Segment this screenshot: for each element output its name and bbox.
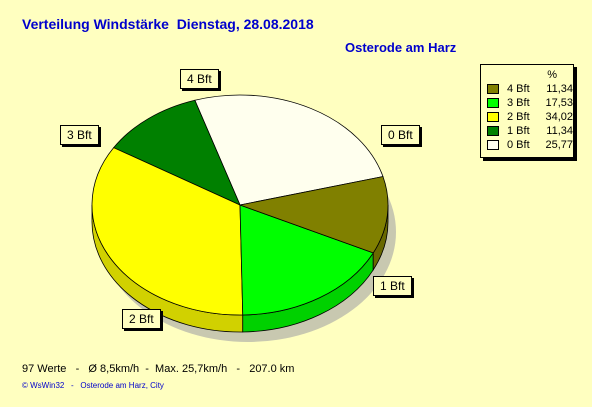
pie-slice-1-bft	[113, 99, 241, 206]
location-label: Osterode am Harz	[345, 40, 457, 55]
legend-item-name: 4 Bft	[507, 83, 530, 95]
legend: % 4 Bft 11,34 3 Bft 17,53 2 Bft 34,02 1 …	[480, 64, 574, 158]
legend-item-1-bft: 1 Bft 11,34	[487, 125, 573, 137]
slice-label-3-bft: 3 Bft	[60, 125, 99, 145]
pie-slice-2-bft	[91, 147, 244, 316]
slice-label-2-bft: 2 Bft	[122, 309, 161, 329]
slice-label-1-bft: 1 Bft	[373, 276, 412, 296]
legend-item-name: 3 Bft	[507, 97, 530, 109]
legend-item-3-bft: 3 Bft 17,53	[487, 97, 573, 109]
slice-label-0-bft: 0 Bft	[381, 125, 420, 145]
legend-unit: %	[547, 69, 557, 81]
pie-slice-3-bft	[239, 204, 374, 316]
legend-item-value: 34,02	[545, 111, 573, 123]
footer-stats: 97 Werte - Ø 8,5km/h - Max. 25,7km/h - 2…	[22, 363, 295, 375]
legend-swatch	[487, 112, 499, 122]
legend-swatch	[487, 140, 499, 150]
pie-slice-0-bft	[194, 94, 384, 206]
legend-swatch	[487, 84, 499, 94]
legend-item-value: 11,34	[546, 83, 573, 95]
legend-swatch	[487, 126, 499, 136]
footer-credit: © WsWin32 - Osterode am Harz, City	[22, 381, 164, 390]
legend-item-4-bft: 4 Bft 11,34	[487, 83, 573, 95]
legend-swatch	[487, 98, 499, 108]
slice-label-4-bft: 4 Bft	[180, 69, 219, 89]
legend-item-name: 2 Bft	[507, 111, 530, 123]
legend-item-name: 0 Bft	[507, 139, 530, 151]
legend-item-0-bft: 0 Bft 25,77	[487, 139, 573, 151]
legend-item-name: 1 Bft	[507, 125, 530, 137]
pie-slice-4-bft	[238, 176, 389, 254]
legend-item-value: 17,53	[545, 97, 573, 109]
legend-item-2-bft: 2 Bft 34,02	[487, 111, 573, 123]
legend-item-value: 11,34	[546, 125, 573, 137]
legend-item-value: 25,77	[545, 139, 573, 151]
chart-title: Verteilung Windstärke Dienstag, 28.08.20…	[22, 16, 314, 32]
